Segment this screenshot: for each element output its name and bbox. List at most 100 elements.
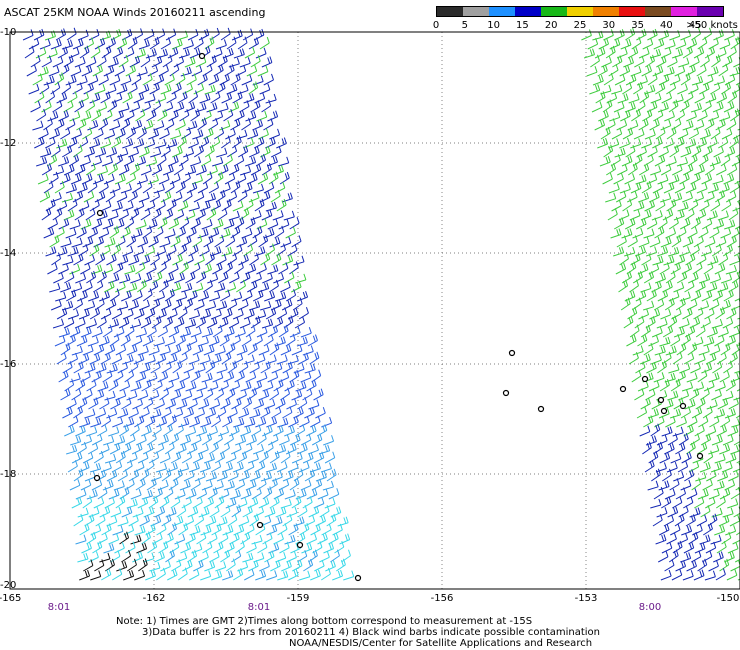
wind-barb <box>659 523 670 536</box>
wind-barb <box>177 462 190 473</box>
wind-barb <box>680 406 691 419</box>
wind-barb <box>704 236 716 248</box>
wind-barb <box>64 271 75 284</box>
wind-barb <box>52 165 65 176</box>
wind-barb <box>683 424 694 437</box>
wind-barb <box>670 452 682 464</box>
wind-barb <box>71 496 83 509</box>
wind-barb <box>669 74 681 86</box>
wind-barb <box>69 479 81 491</box>
wind-barb <box>203 453 215 464</box>
wind-barb <box>299 522 310 536</box>
wind-barb <box>732 533 740 545</box>
wind-barb <box>170 389 182 401</box>
wind-barb <box>128 360 139 374</box>
wind-barb <box>311 478 323 491</box>
wind-barb <box>186 181 198 194</box>
wind-barb <box>150 252 160 266</box>
wind-barb <box>637 334 648 347</box>
wind-barb <box>113 262 124 275</box>
wind-barb <box>161 406 172 419</box>
wind-barb <box>246 173 258 185</box>
wind-barb <box>670 523 681 536</box>
wind-barb <box>688 82 699 95</box>
wind-barb <box>170 495 181 509</box>
wind-barb <box>590 54 600 68</box>
wind-barb <box>117 408 129 419</box>
wind-barb <box>188 244 199 257</box>
wind-barb <box>662 280 673 293</box>
wind-barb <box>310 523 321 536</box>
wind-barb <box>694 91 705 104</box>
wind-barb <box>306 379 317 392</box>
wind-barb <box>721 273 733 284</box>
wind-barb <box>164 73 175 86</box>
wind-barb <box>102 156 113 167</box>
wind-barb <box>153 183 165 194</box>
wind-barb <box>321 523 332 536</box>
wind-barb <box>653 109 664 122</box>
wind-barb <box>69 263 81 275</box>
wind-barb <box>151 163 163 176</box>
wind-barb <box>177 243 188 257</box>
wind-barb <box>183 362 195 374</box>
wind-barb <box>67 198 78 212</box>
wind-barb <box>64 425 75 437</box>
wind-barb <box>313 388 324 401</box>
wind-barb <box>110 397 121 410</box>
wind-barb <box>153 442 165 455</box>
wind-barb <box>623 56 635 68</box>
wind-barb <box>282 513 293 527</box>
wind-barb <box>48 65 60 77</box>
wind-barb <box>223 108 234 122</box>
wind-barb <box>144 307 156 320</box>
wind-barb <box>243 460 255 473</box>
wind-barb <box>661 163 672 176</box>
wind-barb <box>719 299 731 311</box>
wind-barb <box>52 207 63 221</box>
wind-barb <box>192 451 204 464</box>
wind-barb <box>624 246 636 257</box>
wind-barb <box>718 252 729 266</box>
wind-barb <box>693 307 704 320</box>
wind-barb <box>713 480 725 491</box>
wind-barb <box>654 272 666 284</box>
wind-barb <box>725 452 737 464</box>
wind-barb <box>54 226 65 239</box>
wind-barb <box>74 163 86 176</box>
wind-barb <box>174 272 185 284</box>
wind-barb <box>26 64 37 77</box>
wind-barb <box>655 126 666 140</box>
wind-barb <box>160 37 171 50</box>
wind-barb <box>267 371 279 383</box>
wind-barb <box>693 46 705 59</box>
wind-barb <box>164 336 176 347</box>
wind-barb <box>77 507 89 518</box>
wind-barb <box>220 549 231 563</box>
wind-barb <box>708 298 720 311</box>
wind-barb <box>690 362 701 374</box>
wind-barb <box>317 488 329 500</box>
wind-barb <box>702 27 712 41</box>
wind-barb <box>67 352 79 365</box>
wind-barb <box>242 552 254 563</box>
wind-barb <box>297 550 308 563</box>
wind-barb <box>719 38 731 50</box>
wind-barb <box>224 64 235 77</box>
wind-barb <box>182 559 193 572</box>
wind-barb <box>130 488 142 500</box>
wind-barb <box>148 345 160 356</box>
wind-barb <box>247 234 258 248</box>
wind-barb <box>164 118 175 131</box>
wind-barb <box>209 291 221 302</box>
wind-barb <box>236 497 248 509</box>
wind-barb <box>140 316 152 329</box>
wind-barb <box>199 462 211 473</box>
wind-barb <box>101 414 112 428</box>
wind-barb <box>279 541 290 554</box>
wind-barb <box>214 345 226 356</box>
wind-barb <box>211 523 222 536</box>
wind-barb <box>613 172 624 185</box>
wind-barb <box>251 424 262 437</box>
